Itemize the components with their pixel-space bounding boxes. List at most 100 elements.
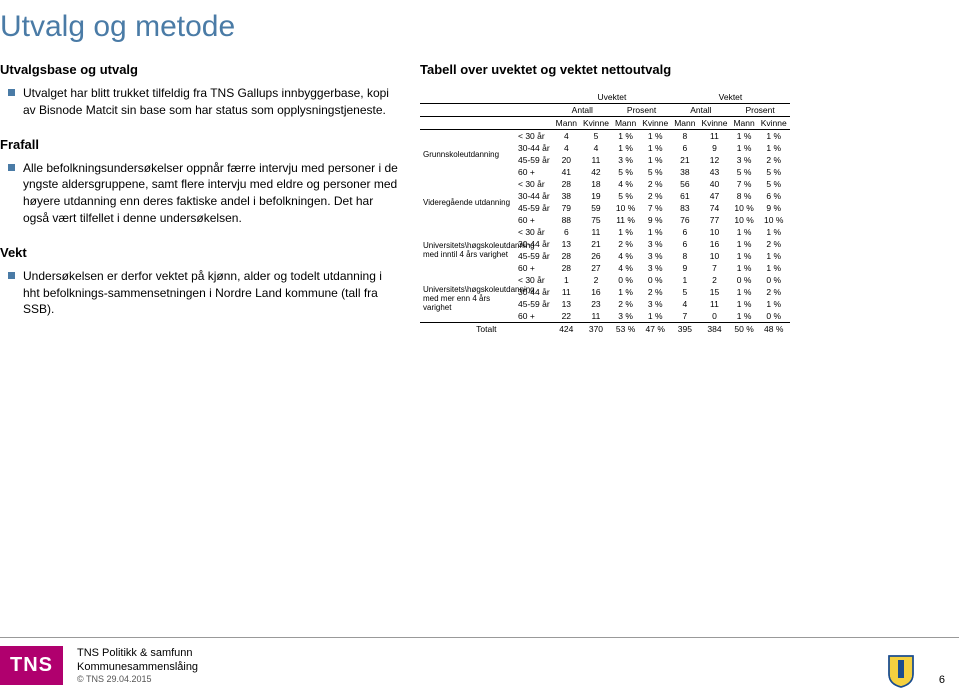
age-label: < 30 år (515, 130, 553, 143)
cell: 88 (553, 214, 580, 226)
cell: 10 % (758, 214, 790, 226)
heading-vekt: Vekt (0, 245, 400, 260)
cell: 28 (553, 262, 580, 274)
bullet-icon (8, 272, 15, 279)
age-label: 45-59 år (515, 250, 553, 262)
cell: 11 (698, 298, 730, 310)
cell: 395 (671, 323, 698, 336)
cell: 1 % (612, 226, 639, 238)
age-label: 30-44 år (515, 238, 553, 250)
cell: 10 (698, 250, 730, 262)
cell: 9 % (758, 202, 790, 214)
total-label: Totalt (420, 323, 553, 336)
cell: 75 (580, 214, 612, 226)
cell: 74 (698, 202, 730, 214)
cell: 38 (553, 190, 580, 202)
cell: 2 % (639, 178, 671, 190)
cell: 5 (671, 286, 698, 298)
cell: 76 (671, 214, 698, 226)
age-label: 60 + (515, 214, 553, 226)
cell: 10 % (730, 214, 757, 226)
cell: 4 % (612, 262, 639, 274)
cell: 3 % (639, 262, 671, 274)
cell: 9 % (639, 214, 671, 226)
cell: 7 (698, 262, 730, 274)
page-number: 6 (939, 674, 945, 686)
col-group-vektet: Vektet (671, 91, 790, 104)
row-group-label: Universitets\høgskoleutdanning med innti… (420, 226, 515, 274)
cell: 59 (580, 202, 612, 214)
cell: 5 % (730, 166, 757, 178)
cell: 10 (698, 226, 730, 238)
age-label: 60 + (515, 262, 553, 274)
cell: 1 % (730, 298, 757, 310)
col-mann: Mann (671, 117, 698, 130)
cell: 1 % (612, 130, 639, 143)
cell: 42 (580, 166, 612, 178)
footer-copyright: © TNS 29.04.2015 (77, 674, 198, 686)
cell: 6 % (758, 190, 790, 202)
cell: 15 (698, 286, 730, 298)
cell: 7 % (639, 202, 671, 214)
cell: 1 % (730, 262, 757, 274)
page-title: Utvalg og metode (0, 0, 959, 62)
cell: 1 % (730, 238, 757, 250)
cell: 18 (580, 178, 612, 190)
footer-line-2: Kommunesammenslåing (77, 660, 198, 674)
cell: 2 % (612, 298, 639, 310)
cell: 2 % (639, 190, 671, 202)
age-label: 45-59 år (515, 154, 553, 166)
cell: 4 (553, 130, 580, 143)
cell: 5 % (758, 166, 790, 178)
cell: 61 (671, 190, 698, 202)
cell: 1 % (758, 226, 790, 238)
cell: 28 (553, 250, 580, 262)
cell: 1 % (639, 154, 671, 166)
cell: 370 (580, 323, 612, 336)
cell: 11 (580, 154, 612, 166)
footer-line-1: TNS Politikk & samfunn (77, 646, 198, 660)
cell: 6 (671, 142, 698, 154)
crest-icon (887, 654, 915, 688)
cell: 38 (671, 166, 698, 178)
cell: 41 (553, 166, 580, 178)
table-row: Videregående utdanning< 30 år28184 %2 %5… (420, 178, 790, 190)
cell: 4 (671, 298, 698, 310)
cell: 20 (553, 154, 580, 166)
heading-utvalgsbase: Utvalgsbase og utvalg (0, 62, 400, 77)
cell: 0 (698, 310, 730, 323)
cell: 1 % (730, 250, 757, 262)
table-row: Grunnskoleutdanning< 30 år451 %1 %8111 %… (420, 130, 790, 143)
cell: 56 (671, 178, 698, 190)
col-antall: Antall (671, 104, 730, 117)
cell: 1 (553, 274, 580, 286)
cell: 1 % (730, 142, 757, 154)
col-group-uvektet: Uvektet (553, 91, 672, 104)
cell: 2 (580, 274, 612, 286)
cell: 8 % (730, 190, 757, 202)
cell: 3 % (639, 238, 671, 250)
age-label: < 30 år (515, 178, 553, 190)
cell: 1 (671, 274, 698, 286)
bullet-text: Undersøkelsen er derfor vektet på kjønn,… (23, 268, 400, 318)
cell: 12 (698, 154, 730, 166)
cell: 1 % (639, 310, 671, 323)
row-group-label: Videregående utdanning (420, 178, 515, 226)
cell: 47 % (639, 323, 671, 336)
cell: 384 (698, 323, 730, 336)
bullet-text: Alle befolkningsundersøkelser oppnår fær… (23, 160, 400, 227)
cell: 5 (580, 130, 612, 143)
cell: 7 (671, 310, 698, 323)
age-label: 45-59 år (515, 202, 553, 214)
col-antall: Antall (553, 104, 612, 117)
cell: 47 (698, 190, 730, 202)
cell: 1 % (730, 286, 757, 298)
cell: 0 % (758, 310, 790, 323)
cell: 3 % (639, 250, 671, 262)
cell: 40 (698, 178, 730, 190)
cell: 11 (580, 226, 612, 238)
cell: 0 % (730, 274, 757, 286)
cell: 27 (580, 262, 612, 274)
cell: 13 (553, 298, 580, 310)
cell: 9 (671, 262, 698, 274)
